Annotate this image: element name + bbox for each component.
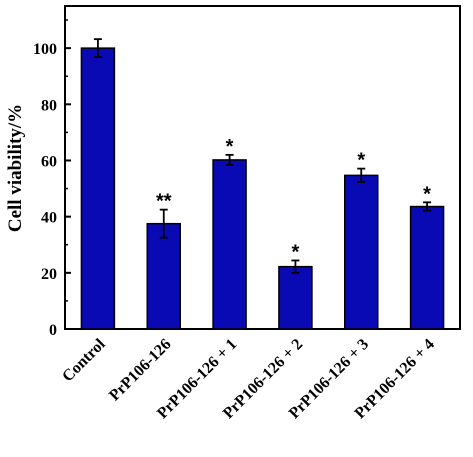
x-category-label: PrP106-126 [106,336,175,405]
y-tick-label: 20 [41,266,57,283]
y-tick-label: 60 [41,153,57,170]
bars [80,38,445,330]
plot-frame [64,5,461,330]
significance-label: * [423,183,431,205]
significance-label: ** [156,191,172,213]
bar [344,174,379,330]
axes [64,5,461,330]
y-tick-label: 0 [49,322,57,339]
y-axis-title: Cell viability/% [5,104,26,232]
significance-label: * [292,241,300,263]
bar [212,159,247,330]
y-tick-label: 80 [41,97,57,114]
x-category-label: Control [59,335,109,385]
y-tick-label: 40 [41,210,57,227]
y-tick-label: 100 [33,41,57,58]
bar [80,47,116,330]
significance-label: * [357,150,365,172]
bar [409,205,445,330]
bar [278,265,313,330]
significance-label: * [226,136,234,158]
bar [146,222,181,330]
